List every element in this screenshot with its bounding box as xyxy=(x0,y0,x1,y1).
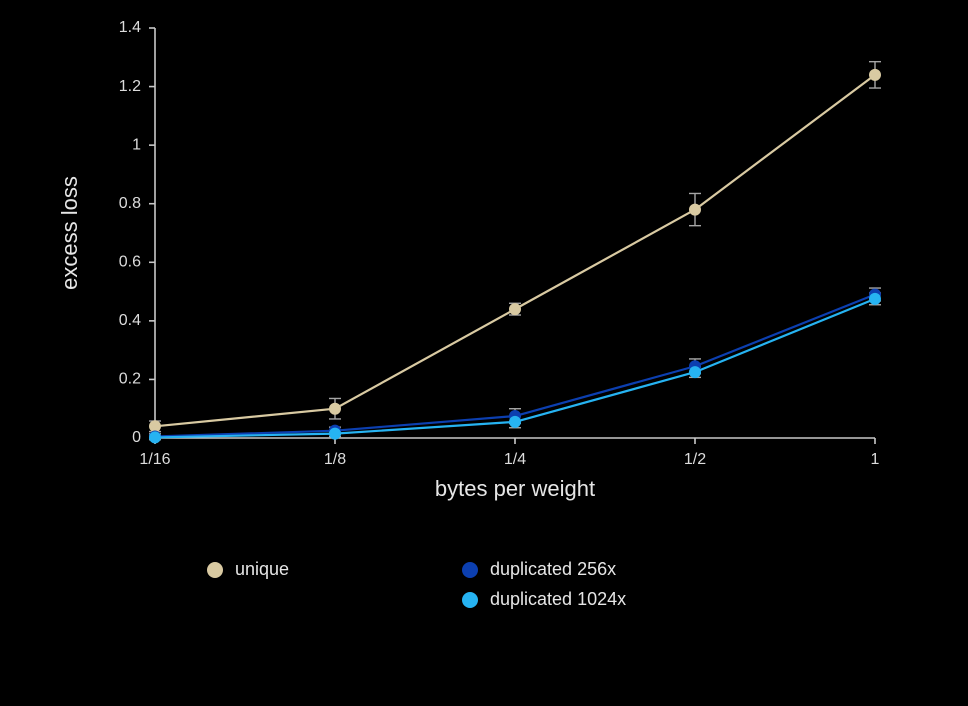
legend-marker-duplicated-256x xyxy=(462,562,478,578)
chart-svg: 0 0.2 0.4 0.6 0.8 1 1.2 1.4 1/16 1/8 1/4 1/2 1 bytes … xyxy=(0,0,968,706)
x-tick-label: 1/8 xyxy=(324,451,346,468)
series-marker-duplicated-1024x xyxy=(870,293,881,304)
series-marker-duplicated-1024x xyxy=(690,367,701,378)
y-tick-label: 0.6 xyxy=(119,254,141,271)
series-marker-duplicated-1024x xyxy=(330,428,341,439)
y-tick-label: 1.4 xyxy=(119,19,141,36)
legend-marker-unique xyxy=(207,562,223,578)
series-marker-unique xyxy=(870,69,881,80)
legend-label-duplicated-1024x: duplicated 1024x xyxy=(490,589,626,609)
series-marker-unique xyxy=(150,421,161,432)
series-marker-duplicated-1024x xyxy=(150,432,161,443)
chart-background xyxy=(0,0,968,706)
y-tick-label: 1 xyxy=(132,136,141,153)
x-tick-label: 1 xyxy=(871,451,880,468)
y-tick-label: 0 xyxy=(132,429,141,446)
y-tick-label: 0.4 xyxy=(119,312,141,329)
series-marker-unique xyxy=(510,304,521,315)
y-tick-label: 1.2 xyxy=(119,78,141,95)
legend-label-unique: unique xyxy=(235,559,289,579)
x-tick-label: 1/16 xyxy=(139,451,170,468)
series-marker-duplicated-1024x xyxy=(510,416,521,427)
y-axis-title: excess loss xyxy=(57,176,82,290)
series-marker-unique xyxy=(330,403,341,414)
x-tick-label: 1/2 xyxy=(684,451,706,468)
chart-container: 0 0.2 0.4 0.6 0.8 1 1.2 1.4 1/16 1/8 1/4 1/2 1 bytes … xyxy=(0,0,968,706)
y-tick-label: 0.2 xyxy=(119,371,141,388)
y-tick-label: 0.8 xyxy=(119,195,141,212)
x-tick-label: 1/4 xyxy=(504,451,526,468)
series-marker-unique xyxy=(690,204,701,215)
legend-marker-duplicated-1024x xyxy=(462,592,478,608)
legend-label-duplicated-256x: duplicated 256x xyxy=(490,559,616,579)
x-axis-title: bytes per weight xyxy=(435,476,595,501)
